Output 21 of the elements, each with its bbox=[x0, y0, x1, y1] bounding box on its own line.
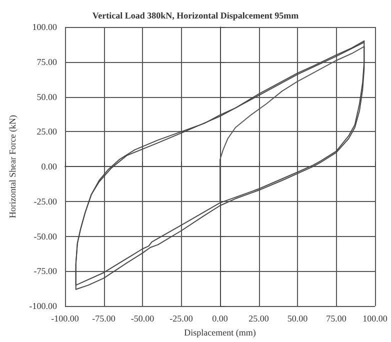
x-tick-label: 25.00 bbox=[248, 314, 270, 324]
chart-title: Vertical Load 380kN, Horizontal Dispalcement 95mm bbox=[92, 10, 300, 20]
x-tick-label: 100.00 bbox=[362, 314, 388, 324]
x-tick-label: 0.00 bbox=[212, 314, 228, 324]
x-axis-title: Displacement (mm) bbox=[184, 328, 256, 338]
x-tick-label: 50.00 bbox=[287, 314, 308, 324]
y-axis-title: Horizontal Shear Force (kN) bbox=[8, 114, 18, 218]
x-tick-label: -25.00 bbox=[170, 314, 194, 324]
y-tick-label: 75.00 bbox=[36, 56, 58, 67]
x-tick-label: -75.00 bbox=[92, 314, 116, 324]
x-tick-label: -100.00 bbox=[51, 314, 80, 324]
y-tick-label: 100.00 bbox=[32, 22, 58, 32]
x-tick-label: -50.00 bbox=[130, 314, 155, 324]
y-tick-label: -50.00 bbox=[34, 231, 58, 242]
y-tick-label: 50.00 bbox=[36, 92, 58, 102]
y-tick-label: -25.00 bbox=[34, 196, 58, 206]
y-tick-label: 0.00 bbox=[41, 162, 58, 172]
x-tick-label: 75.00 bbox=[326, 314, 347, 324]
y-tick-label: -100.00 bbox=[29, 301, 58, 312]
y-tick-label: -75.00 bbox=[34, 266, 58, 276]
y-tick-label: 25.00 bbox=[36, 126, 58, 137]
